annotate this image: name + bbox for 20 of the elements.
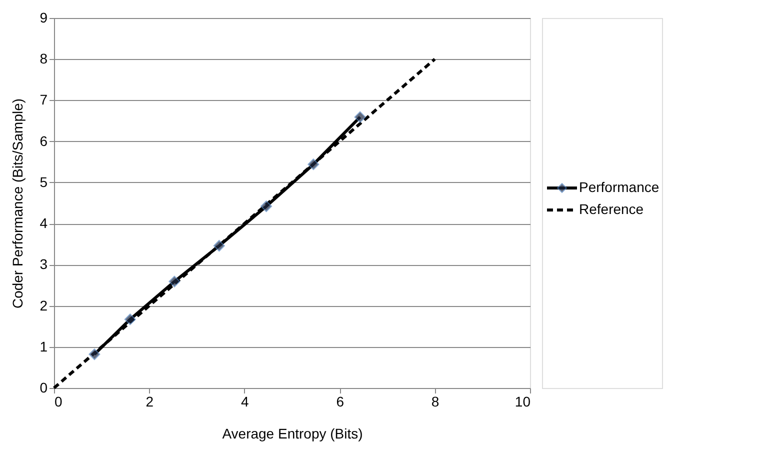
- y-tick-label: 0: [40, 380, 48, 396]
- y-tick-label: 9: [40, 10, 48, 26]
- x-tick-label: 6: [336, 394, 344, 410]
- y-tick-label: 8: [40, 50, 48, 67]
- legend-label: Performance: [579, 179, 660, 195]
- x-tick-label: 10: [514, 394, 531, 410]
- x-tick-label: 8: [431, 394, 440, 410]
- y-tick-label: 7: [40, 92, 48, 108]
- y-axis-title: Coder Performance (Bits/Sample): [10, 98, 26, 309]
- x-tick-label: 0: [54, 394, 62, 410]
- x-axis-title: Average Entropy (Bits): [222, 426, 363, 442]
- legend-label: Reference: [579, 201, 644, 217]
- y-tick-label: 1: [40, 338, 48, 354]
- y-tick-label: 3: [40, 256, 48, 272]
- y-tick-label: 5: [40, 174, 48, 190]
- x-tick-label: 4: [241, 394, 249, 410]
- y-tick-label: 4: [40, 215, 48, 232]
- y-tick-label: 2: [40, 297, 48, 314]
- x-tick-label: 2: [146, 394, 154, 410]
- y-tick-label: 6: [40, 132, 48, 149]
